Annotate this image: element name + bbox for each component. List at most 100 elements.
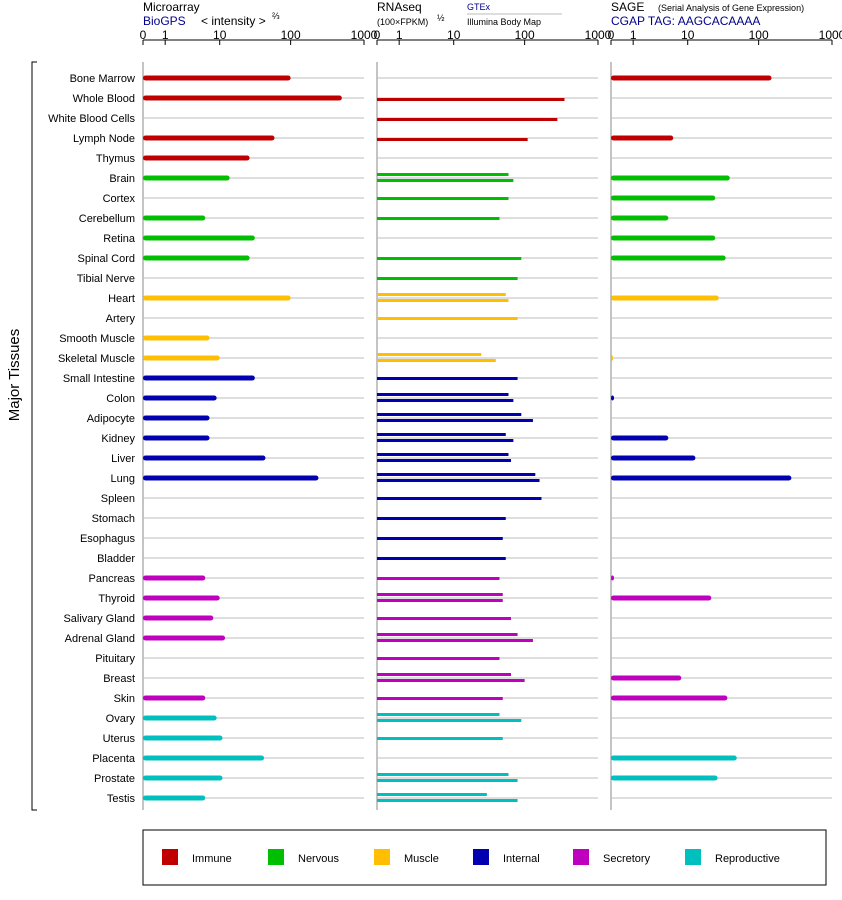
microarray-bar: [143, 415, 210, 421]
rnaseq-gtex-bar: [377, 617, 512, 620]
rnaseq-unit-label: (100×FPKM): [377, 17, 428, 27]
microarray-subtitle: BioGPS: [143, 14, 186, 28]
sage-bar: [611, 75, 772, 81]
rnaseq-gtex-bar: [377, 577, 500, 580]
sage-bar: [611, 395, 615, 401]
legend-label-reproductive: Reproductive: [715, 853, 780, 865]
microarray-title: Microarray: [143, 0, 200, 14]
sage-bar: [611, 695, 728, 701]
sage-tick-label: 0: [608, 28, 615, 42]
plot-area: 011010010000110100100001101001000Bone Ma…: [48, 28, 842, 810]
tissue-label: Adipocyte: [87, 413, 135, 425]
sage-bar: [611, 355, 613, 361]
tissue-label: Tibial Nerve: [77, 273, 135, 285]
rnaseq-gtex-label: GTEx: [467, 2, 491, 12]
microarray-bar: [143, 335, 210, 341]
rnaseq-bodymap-bar: [377, 359, 496, 362]
tissue-label: Kidney: [101, 433, 135, 445]
sage-bar: [611, 135, 674, 141]
tissue-label: Lung: [111, 473, 135, 485]
rnaseq-gtex-bar: [377, 497, 542, 500]
microarray-bar: [143, 635, 226, 641]
rnaseq-gtex-bar: [377, 793, 487, 796]
rnaseq-gtex-bar: [377, 377, 518, 380]
microarray-unit-exponent: ⅔: [272, 11, 280, 21]
rnaseq-unit-exponent: ½: [437, 13, 445, 23]
sage-title: SAGE: [611, 0, 644, 14]
microarray-bar: [143, 775, 223, 781]
tissue-label: Thymus: [96, 153, 136, 165]
legend: Immune Nervous Muscle Internal Secretory Repr…: [162, 849, 780, 865]
sage-bar: [611, 175, 730, 181]
microarray-bar: [143, 575, 206, 581]
tissue-label: Skeletal Muscle: [58, 353, 135, 365]
rnaseq-gtex-bar: [377, 537, 503, 540]
rnaseq-bodymap-bar: [377, 779, 518, 782]
tissue-label: Bladder: [97, 553, 135, 565]
rnaseq-bodymap-bar: [377, 599, 503, 602]
rnaseq-gtex-bar: [377, 657, 500, 660]
sage-bar: [611, 295, 719, 301]
rnaseq-header: RNAseq (100×FPKM) ½ GTEx Illumina Body M…: [377, 0, 562, 27]
rnaseq-bodymap-bar: [377, 639, 533, 642]
tissue-label: Bone Marrow: [70, 73, 135, 85]
tissue-label: White Blood Cells: [48, 113, 135, 125]
tissue-label: Stomach: [92, 513, 135, 525]
microarray-bar: [143, 615, 214, 621]
microarray-bar: [143, 135, 275, 141]
sage-tick-label: 100: [749, 28, 769, 42]
sage-bar: [611, 435, 669, 441]
tissue-label: Spinal Cord: [78, 253, 135, 265]
microarray-header: Microarray BioGPS < intensity > ⅔: [143, 0, 280, 28]
tissue-label: Prostate: [94, 773, 135, 785]
tissue-label: Uterus: [103, 733, 136, 745]
microarray-bar: [143, 455, 266, 461]
sage-header: SAGE (Serial Analysis of Gene Expression…: [611, 0, 804, 28]
microarray-tick-label: 1000: [351, 28, 378, 42]
rnaseq-gtex-bar: [377, 98, 565, 101]
rnaseq-gtex-bar: [377, 413, 522, 416]
microarray-bar: [143, 695, 206, 701]
tissue-label: Lymph Node: [73, 133, 135, 145]
rnaseq-tick-label: 1: [396, 28, 403, 42]
rnaseq-bodymap-bar: [377, 419, 533, 422]
microarray-bar: [143, 75, 291, 81]
microarray-tick-label: 0: [140, 28, 147, 42]
sage-description: (Serial Analysis of Gene Expression): [658, 3, 804, 13]
rnaseq-gtex-bar: [377, 138, 528, 141]
rnaseq-bodymap-bar: [377, 719, 522, 722]
microarray-bar: [143, 255, 250, 261]
rnaseq-gtex-bar: [377, 473, 536, 476]
tissue-label: Breast: [103, 673, 135, 685]
microarray-bar: [143, 375, 255, 381]
sage-bar: [611, 675, 682, 681]
sage-bar: [611, 775, 718, 781]
rnaseq-bodymap-bar: [377, 179, 514, 182]
tissue-label: Cerebellum: [79, 213, 135, 225]
rnaseq-gtex-bar: [377, 353, 482, 356]
rnaseq-bodymap-bar: [377, 399, 514, 402]
rnaseq-gtex-bar: [377, 773, 509, 776]
tissue-label: Spleen: [101, 493, 135, 505]
rnaseq-gtex-bar: [377, 713, 500, 716]
rnaseq-gtex-bar: [377, 173, 509, 176]
sage-bar: [611, 575, 615, 581]
microarray-bar: [143, 755, 265, 761]
tissue-label: Adrenal Gland: [65, 633, 135, 645]
legend-label-internal: Internal: [503, 853, 540, 865]
y-axis-label: Major Tissues: [6, 329, 23, 422]
sage-bar: [611, 195, 716, 201]
rnaseq-gtex-bar: [377, 517, 506, 520]
rnaseq-tick-label: 100: [515, 28, 535, 42]
microarray-bar: [143, 395, 217, 401]
tissue-label: Esophagus: [80, 533, 136, 545]
microarray-bar: [143, 435, 210, 441]
tissue-label: Pituitary: [95, 653, 135, 665]
microarray-bar: [143, 715, 217, 721]
legend-label-muscle: Muscle: [404, 853, 439, 865]
rnaseq-tick-label: 1000: [585, 28, 612, 42]
microarray-bar: [143, 155, 250, 161]
sage-bar: [611, 595, 712, 601]
rnaseq-bodymap-label: Illumina Body Map: [467, 17, 541, 27]
